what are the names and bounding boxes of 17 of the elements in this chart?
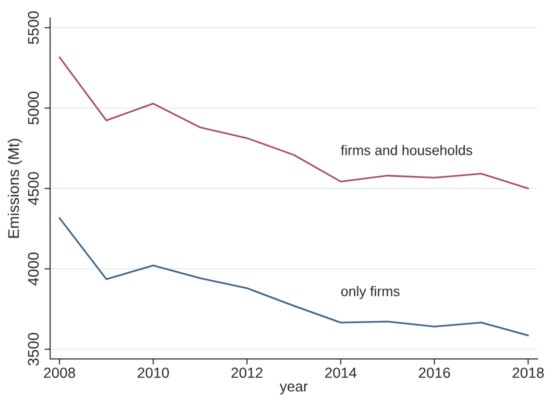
x-tick-label: 2014 (325, 368, 356, 378)
y-tick-label: 3500 (28, 332, 39, 366)
x-axis-title: year (280, 384, 308, 394)
line-series (58, 217, 529, 336)
x-tick-label: 2018 (512, 368, 544, 378)
series-label: firms and households (340, 145, 472, 156)
x-tick-label: 2008 (44, 368, 76, 378)
y-axis-title: Emissions (Mt) (8, 138, 22, 238)
line-series (58, 56, 529, 190)
y-tick-label: 4500 (28, 172, 39, 206)
y-tick-label: 5500 (28, 11, 39, 44)
x-tick-label: 2016 (418, 368, 450, 378)
series-label: only firms (341, 286, 400, 299)
x-tick-label: 2012 (231, 368, 262, 378)
y-tick-label: 5000 (28, 92, 39, 124)
x-tick-label: 2010 (138, 368, 169, 378)
y-tick-label: 4000 (28, 252, 39, 286)
